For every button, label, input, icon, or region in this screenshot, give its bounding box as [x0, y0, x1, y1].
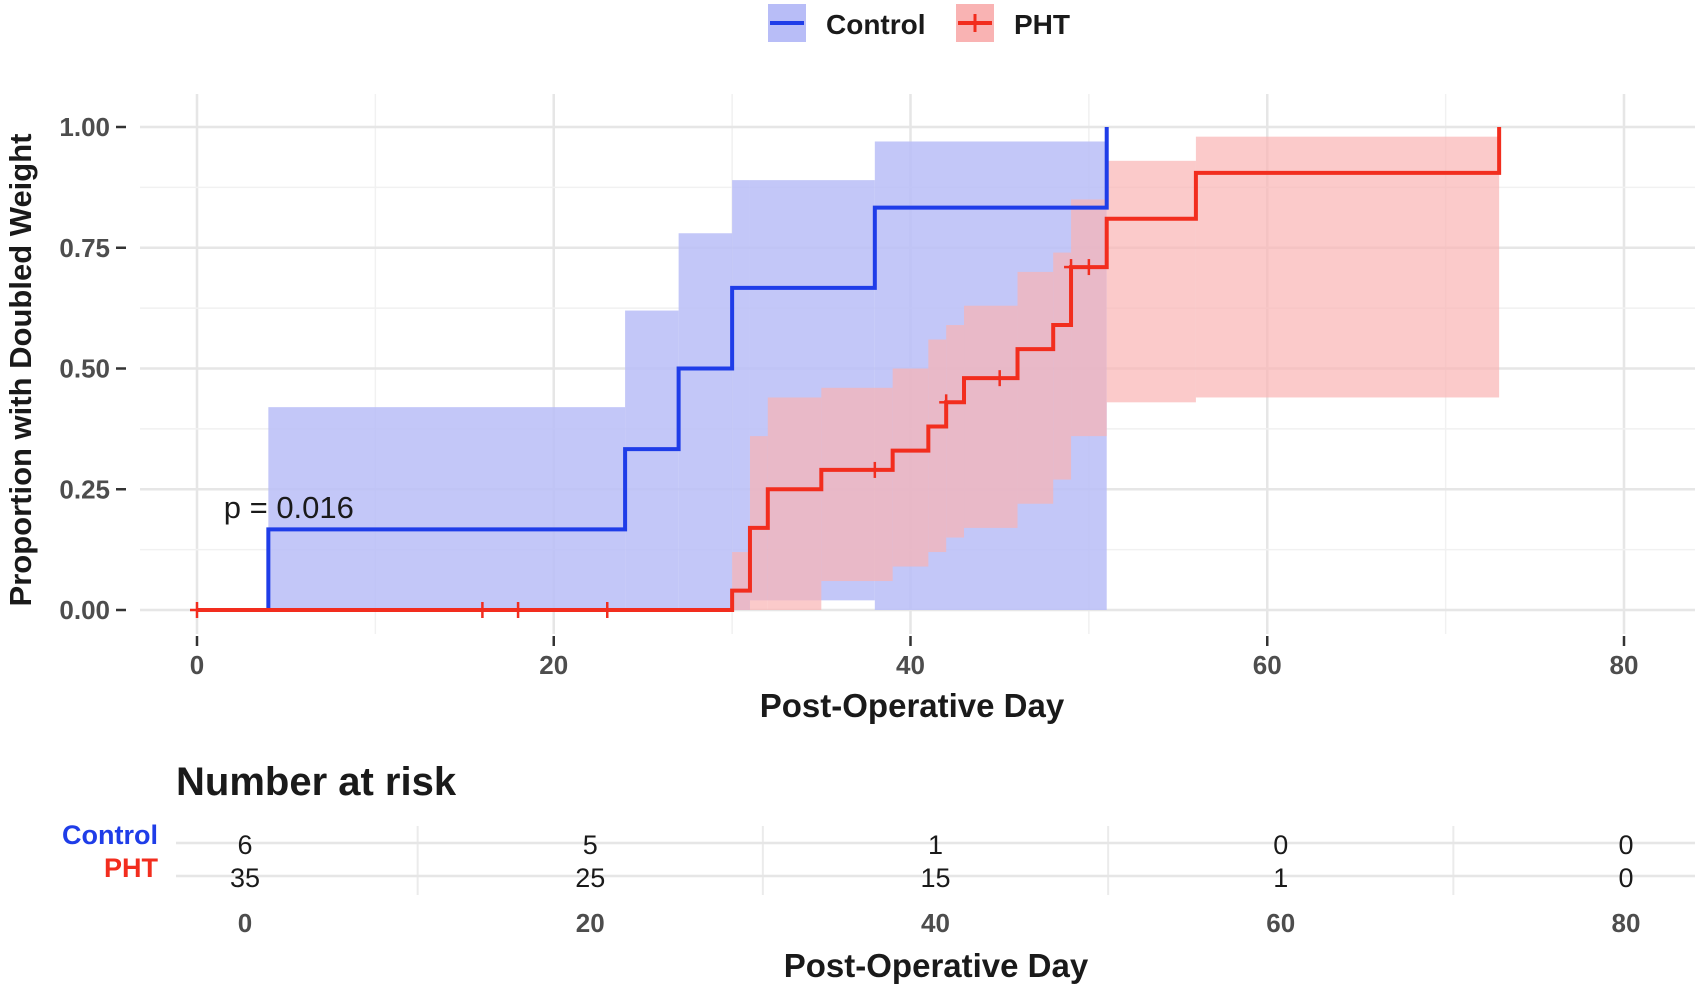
risk-cell: 5 [583, 830, 598, 860]
x-tick-label: 20 [539, 650, 568, 680]
ci-band-control [678, 233, 733, 610]
censor-mark-pht [1081, 259, 1096, 276]
censor-mark-pht [190, 602, 204, 618]
censor-mark-pht [475, 602, 490, 618]
legend-label-control: Control [826, 9, 926, 40]
risk-cell: 0 [1618, 863, 1633, 893]
risk-table-x-axis-label: Post-Operative Day [784, 947, 1089, 984]
risk-cell: 0 [1618, 830, 1633, 860]
confidence-bands [268, 136, 1500, 611]
legend: Control PHT [768, 4, 1070, 42]
ci-band-pht [749, 436, 768, 610]
ci-band-pht [946, 325, 965, 538]
y-tick-label: 1.00 [59, 112, 110, 142]
x-tick-label: 40 [896, 650, 925, 680]
x-tick-label: 0 [190, 650, 204, 680]
censor-mark-pht [939, 394, 954, 411]
risk-table-grid [176, 826, 1695, 895]
ci-band-pht [1106, 160, 1196, 403]
y-tick-label: 0.50 [59, 354, 110, 384]
y-axis-ticks: 0.00 0.25 0.50 0.75 1.00 [59, 112, 126, 625]
x-axis-label: Post-Operative Day [760, 687, 1065, 724]
risk-x-tick-label: 0 [238, 908, 252, 938]
y-axis-label: Proportion with Doubled Weight [3, 134, 38, 607]
ci-band-pht [1195, 136, 1500, 398]
risk-row-label-control: Control [62, 820, 158, 850]
risk-cell: 1 [928, 830, 943, 860]
ci-band-control [625, 310, 679, 610]
risk-cell: 25 [575, 863, 605, 893]
curve-control [197, 127, 1109, 612]
ci-band-control [268, 407, 626, 610]
censor-mark-pht [992, 370, 1007, 387]
risk-table-title: Number at risk [176, 760, 457, 804]
x-tick-label: 80 [1610, 650, 1639, 680]
ci-band-pht [1017, 271, 1054, 504]
y-tick-label: 0.00 [59, 595, 110, 625]
ci-band-pht [1071, 199, 1107, 437]
risk-x-tick-label: 40 [921, 908, 950, 938]
y-tick-label: 0.25 [59, 474, 110, 504]
risk-row-label-pht: PHT [104, 853, 159, 883]
risk-cell: 1 [1273, 863, 1288, 893]
risk-cell: 0 [1273, 830, 1288, 860]
risk-cell: 35 [230, 863, 260, 893]
ci-band-pht [767, 397, 822, 610]
y-tick-label: 0.75 [59, 233, 110, 263]
censor-mark-pht [867, 461, 882, 478]
ci-band-pht [732, 552, 750, 610]
risk-table-x-ticks: 0 20 40 60 80 [238, 908, 1641, 938]
risk-cell: 15 [920, 863, 950, 893]
ci-band-pht [892, 368, 929, 567]
risk-cell: 6 [237, 830, 252, 860]
km-plot-panel: 0.00 0.25 0.50 0.75 1.00 0 20 40 60 80 p = 0.016 [59, 94, 1695, 680]
ci-band-control [732, 180, 750, 610]
ci-band-pht [928, 339, 947, 553]
risk-x-tick-label: 80 [1612, 908, 1641, 938]
censor-marks [190, 259, 1096, 618]
legend-label-pht: PHT [1014, 9, 1070, 40]
censor-mark-pht [1064, 259, 1079, 276]
ci-band-pht [1053, 252, 1072, 480]
ci-band-pht [964, 305, 1018, 528]
ci-band-pht [821, 387, 893, 582]
risk-x-tick-label: 60 [1266, 908, 1295, 938]
x-tick-label: 60 [1253, 650, 1282, 680]
risk-x-tick-label: 20 [576, 908, 605, 938]
censor-mark-pht [600, 602, 615, 618]
x-axis-ticks: 0 20 40 60 80 [190, 636, 1639, 680]
p-value-annotation: p = 0.016 [224, 490, 354, 525]
censor-mark-pht [511, 602, 526, 618]
